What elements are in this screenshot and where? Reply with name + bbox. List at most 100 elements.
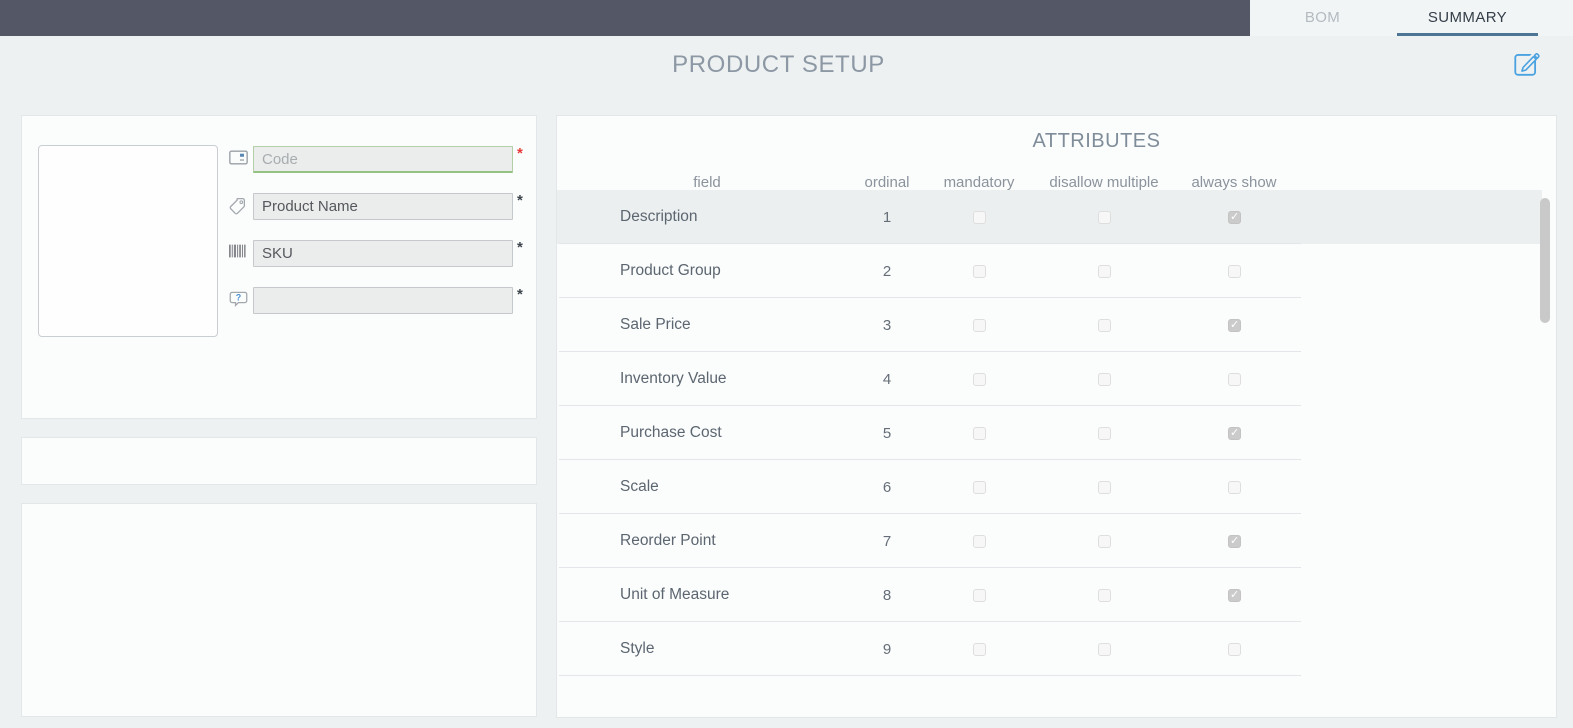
mandatory-checkbox[interactable] xyxy=(972,264,986,278)
product-name-input[interactable] xyxy=(253,193,513,220)
ordinal-value: 6 xyxy=(882,478,892,496)
always-show-checkbox[interactable] xyxy=(1227,534,1241,548)
edit-pencil-icon xyxy=(1511,51,1541,82)
mandatory-checkbox[interactable] xyxy=(972,426,986,440)
vertical-scrollbar-thumb[interactable] xyxy=(1540,198,1550,323)
comment-question-icon: ? xyxy=(229,291,249,309)
attribute-row[interactable]: Reorder Point 7 xyxy=(557,514,1542,568)
required-asterisk: * xyxy=(517,145,523,162)
disallow-multiple-cell xyxy=(1041,264,1167,278)
attributes-title: ATTRIBUTES xyxy=(1032,130,1161,152)
always-show-checkbox[interactable] xyxy=(1227,480,1241,494)
always-show-checkbox[interactable] xyxy=(1227,318,1241,332)
field-name: Product Group xyxy=(620,262,721,279)
attribute-row[interactable]: Description 1 xyxy=(557,190,1542,244)
row-divider xyxy=(559,405,1301,406)
tab-summary[interactable]: SUMMARY xyxy=(1395,0,1540,36)
always-show-cell xyxy=(1167,480,1301,494)
mandatory-checkbox[interactable] xyxy=(972,588,986,602)
required-asterisk: * xyxy=(517,286,523,303)
disallow-multiple-checkbox[interactable] xyxy=(1097,372,1111,386)
always-show-checkbox[interactable] xyxy=(1227,642,1241,656)
mandatory-checkbox[interactable] xyxy=(972,534,986,548)
mandatory-cell xyxy=(917,264,1041,278)
mandatory-checkbox[interactable] xyxy=(972,642,986,656)
disallow-multiple-checkbox[interactable] xyxy=(1097,588,1111,602)
sku-input[interactable] xyxy=(253,240,513,267)
disallow-multiple-cell xyxy=(1041,642,1167,656)
required-asterisk: * xyxy=(517,239,523,256)
mandatory-cell xyxy=(917,642,1041,656)
field-name: Scale xyxy=(620,478,659,495)
column-header-always-show: always show xyxy=(1191,173,1277,191)
attribute-row[interactable]: Inventory Value 4 xyxy=(557,352,1542,406)
edit-button[interactable] xyxy=(1511,48,1541,78)
mandatory-checkbox[interactable] xyxy=(972,210,986,224)
ordinal-value: 5 xyxy=(882,424,892,442)
disallow-multiple-cell xyxy=(1041,534,1167,548)
attribute-row[interactable]: Purchase Cost 5 xyxy=(557,406,1542,460)
field-name: Unit of Measure xyxy=(620,586,730,603)
ordinal-value: 8 xyxy=(882,586,892,604)
row-divider xyxy=(559,621,1301,622)
row-divider xyxy=(559,513,1301,514)
field-name: Description xyxy=(620,208,698,225)
field-name: Purchase Cost xyxy=(620,424,722,441)
always-show-cell xyxy=(1167,318,1301,332)
ordinal-value: 7 xyxy=(882,532,892,550)
field-name: Style xyxy=(620,640,655,657)
always-show-checkbox[interactable] xyxy=(1227,426,1241,440)
disallow-multiple-cell xyxy=(1041,318,1167,332)
form-field-row: * xyxy=(22,145,536,173)
ordinal-value: 2 xyxy=(882,262,892,280)
row-divider xyxy=(559,567,1301,568)
disallow-multiple-checkbox[interactable] xyxy=(1097,642,1111,656)
disallow-multiple-cell xyxy=(1041,588,1167,602)
page-title: PRODUCT SETUP xyxy=(672,51,885,78)
form-field-row: ? * xyxy=(22,286,536,314)
disallow-multiple-checkbox[interactable] xyxy=(1097,210,1111,224)
disallow-multiple-checkbox[interactable] xyxy=(1097,264,1111,278)
mandatory-checkbox[interactable] xyxy=(972,318,986,332)
always-show-checkbox[interactable] xyxy=(1227,372,1241,386)
column-header-disallow-multiple: disallow multiple xyxy=(1049,173,1159,191)
always-show-checkbox[interactable] xyxy=(1227,210,1241,224)
field-name: Inventory Value xyxy=(620,370,727,387)
always-show-cell xyxy=(1167,210,1301,224)
comment-input[interactable] xyxy=(253,287,513,314)
attribute-row[interactable]: Sale Price 3 xyxy=(557,298,1542,352)
form-field-row: * xyxy=(22,239,536,267)
attribute-row[interactable]: Scale 6 xyxy=(557,460,1542,514)
field-name: Reorder Point xyxy=(620,532,716,549)
mandatory-cell xyxy=(917,426,1041,440)
column-header-field: field xyxy=(693,173,721,191)
disallow-multiple-checkbox[interactable] xyxy=(1097,534,1111,548)
always-show-cell xyxy=(1167,264,1301,278)
mandatory-cell xyxy=(917,588,1041,602)
attribute-row[interactable]: Style 9 xyxy=(557,622,1542,676)
disallow-multiple-checkbox[interactable] xyxy=(1097,480,1111,494)
mandatory-checkbox[interactable] xyxy=(972,480,986,494)
disallow-multiple-checkbox[interactable] xyxy=(1097,318,1111,332)
product-image-dropzone[interactable] xyxy=(38,145,218,337)
card-icon xyxy=(229,150,249,168)
empty-panel-middle xyxy=(21,437,537,485)
ordinal-value: 9 xyxy=(882,640,892,658)
mandatory-checkbox[interactable] xyxy=(972,372,986,386)
attribute-row[interactable]: Unit of Measure 8 xyxy=(557,568,1542,622)
mandatory-cell xyxy=(917,210,1041,224)
field-name: Sale Price xyxy=(620,316,691,333)
always-show-cell xyxy=(1167,588,1301,602)
attribute-row[interactable]: Product Group 2 xyxy=(557,244,1542,298)
always-show-checkbox[interactable] xyxy=(1227,588,1241,602)
always-show-checkbox[interactable] xyxy=(1227,264,1241,278)
always-show-cell xyxy=(1167,534,1301,548)
ordinal-value: 4 xyxy=(882,370,892,388)
disallow-multiple-checkbox[interactable] xyxy=(1097,426,1111,440)
tag-icon xyxy=(229,197,249,215)
code-input[interactable] xyxy=(253,146,513,173)
tab-bom[interactable]: BOM xyxy=(1304,9,1341,26)
disallow-multiple-cell xyxy=(1041,210,1167,224)
ordinal-value: 1 xyxy=(882,208,892,226)
disallow-multiple-cell xyxy=(1041,426,1167,440)
